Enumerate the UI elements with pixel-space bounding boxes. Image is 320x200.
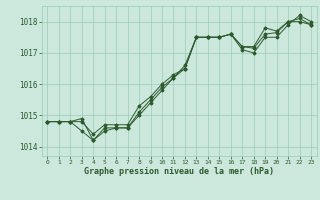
X-axis label: Graphe pression niveau de la mer (hPa): Graphe pression niveau de la mer (hPa)	[84, 167, 274, 176]
